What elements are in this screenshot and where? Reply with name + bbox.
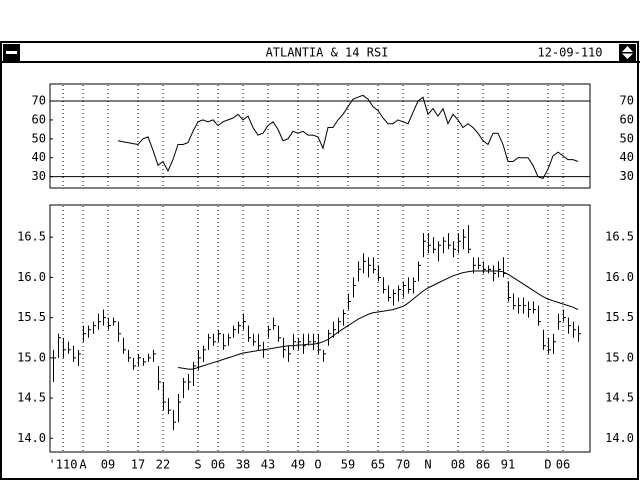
x-tick-label: O <box>314 458 321 472</box>
y-tick-label: 16.5 <box>17 230 46 244</box>
y-tick-label: 30 <box>32 169 46 183</box>
y-tick-label: 70 <box>32 94 46 108</box>
x-tick-label: '110 <box>49 458 78 472</box>
rsi-line <box>117 94 579 180</box>
x-tick-label: 17 <box>131 458 145 472</box>
window-title: ATLANTIA & 14 RSI <box>266 46 389 60</box>
x-tick-label: 06 <box>211 458 225 472</box>
y-tick-label-right: 16.0 <box>605 270 634 284</box>
rsi-panel-frame <box>49 83 591 189</box>
y-tick-label: 50 <box>32 131 46 145</box>
x-tick-label: 06 <box>556 458 570 472</box>
x-tick-label: D <box>544 458 551 472</box>
x-tick-label: 09 <box>101 458 115 472</box>
y-tick-label: 15.0 <box>17 350 46 364</box>
window-date: 12-09-110 <box>537 46 602 60</box>
y-tick-label-right: 14.5 <box>605 391 634 405</box>
y-tick-label-right: 15.5 <box>605 310 634 324</box>
y-tick-label: 14.0 <box>17 431 46 445</box>
y-tick-label-right: 60 <box>620 112 634 126</box>
x-tick-label: 43 <box>261 458 275 472</box>
y-tick-label: 14.5 <box>17 391 46 405</box>
close-box-bar <box>6 51 17 54</box>
y-tick-label-right: 50 <box>620 131 634 145</box>
x-tick-label: S <box>194 458 201 472</box>
y-tick-label-right: 70 <box>620 94 634 108</box>
x-tick-label: N <box>424 458 431 472</box>
window-frame <box>0 41 639 480</box>
x-tick-label: 86 <box>476 458 490 472</box>
x-tick-label: 70 <box>396 458 410 472</box>
x-tick-label: 08 <box>451 458 465 472</box>
x-tick-label: 65 <box>371 458 385 472</box>
moving-average-line <box>177 270 579 370</box>
maximize-box[interactable] <box>619 44 636 61</box>
y-tick-label: 16.0 <box>17 270 46 284</box>
y-tick-label: 60 <box>32 112 46 126</box>
x-tick-label: 22 <box>156 458 170 472</box>
x-tick-label: 38 <box>236 458 250 472</box>
y-tick-label-right: 14.0 <box>605 431 634 445</box>
y-tick-label-right: 16.5 <box>605 230 634 244</box>
maximize-arrows <box>622 46 633 59</box>
y-tick-label: 15.5 <box>17 310 46 324</box>
close-box[interactable] <box>3 44 20 61</box>
x-tick-label: 59 <box>341 458 355 472</box>
x-tick-label: 49 <box>291 458 305 472</box>
y-tick-label-right: 40 <box>620 150 634 164</box>
y-tick-label-right: 30 <box>620 169 634 183</box>
price-panel-frame <box>49 204 591 453</box>
x-tick-label: 91 <box>501 458 515 472</box>
maximize-box-bg <box>619 44 636 61</box>
y-tick-label-right: 15.0 <box>605 350 634 364</box>
x-tick-label: A <box>79 458 87 472</box>
y-tick-label: 40 <box>32 150 46 164</box>
